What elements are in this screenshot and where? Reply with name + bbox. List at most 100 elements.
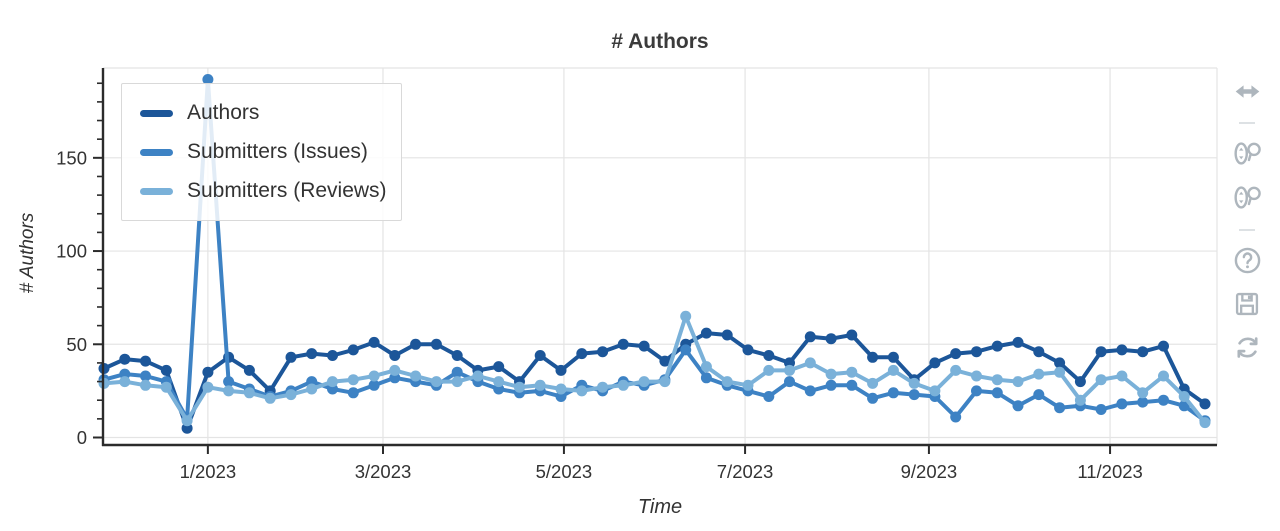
data-point[interactable]	[825, 379, 837, 391]
data-point[interactable]	[119, 376, 131, 388]
data-point[interactable]	[804, 357, 816, 369]
data-point[interactable]	[742, 379, 754, 391]
data-point[interactable]	[825, 368, 837, 380]
data-point[interactable]	[617, 379, 629, 391]
data-point[interactable]	[1158, 370, 1169, 382]
data-point[interactable]	[368, 370, 380, 382]
data-point[interactable]	[887, 351, 899, 363]
data-point[interactable]	[680, 310, 692, 322]
data-point[interactable]	[1054, 357, 1066, 369]
data-point[interactable]	[223, 376, 235, 388]
data-point[interactable]	[327, 376, 338, 388]
data-point[interactable]	[742, 344, 754, 356]
data-point[interactable]	[1033, 389, 1045, 401]
data-point[interactable]	[160, 381, 172, 393]
data-point[interactable]	[555, 364, 567, 376]
toolbar-button-help[interactable]	[1233, 246, 1262, 275]
data-point[interactable]	[1054, 402, 1066, 414]
data-point[interactable]	[202, 74, 214, 85]
data-point[interactable]	[846, 366, 858, 378]
data-point[interactable]	[1074, 394, 1086, 406]
toolbar-button-pan-horizontal[interactable]	[1234, 78, 1261, 105]
data-point[interactable]	[451, 366, 463, 378]
data-point[interactable]	[285, 389, 297, 401]
data-point[interactable]	[908, 377, 920, 389]
data-point[interactable]	[285, 351, 297, 363]
data-point[interactable]	[763, 391, 775, 402]
data-point[interactable]	[347, 387, 359, 399]
data-point[interactable]	[804, 385, 816, 397]
data-point[interactable]	[929, 385, 941, 397]
data-point[interactable]	[1033, 368, 1045, 380]
legend-item-submitters-reviews[interactable]: Submitters (Reviews)	[140, 179, 387, 203]
data-point[interactable]	[119, 353, 131, 365]
data-point[interactable]	[700, 361, 712, 373]
data-point[interactable]	[140, 370, 151, 382]
toolbar-button-refresh[interactable]	[1233, 333, 1262, 362]
data-point[interactable]	[846, 329, 858, 341]
data-point[interactable]	[763, 350, 775, 361]
data-point[interactable]	[576, 385, 588, 397]
data-point[interactable]	[1158, 394, 1169, 406]
data-point[interactable]	[202, 381, 214, 393]
data-point[interactable]	[140, 355, 151, 367]
data-point[interactable]	[991, 387, 1003, 399]
data-point[interactable]	[264, 392, 276, 404]
series-submitters-reviews[interactable]	[98, 310, 1211, 429]
data-point[interactable]	[1116, 344, 1128, 356]
data-point[interactable]	[555, 383, 567, 395]
data-point[interactable]	[347, 344, 359, 356]
data-point[interactable]	[223, 385, 235, 397]
data-point[interactable]	[368, 336, 380, 348]
data-point[interactable]	[306, 383, 318, 395]
data-point[interactable]	[472, 370, 484, 382]
data-point[interactable]	[1095, 374, 1107, 386]
data-point[interactable]	[680, 344, 692, 356]
data-point[interactable]	[867, 377, 879, 389]
data-point[interactable]	[306, 348, 318, 360]
toolbar-button-wheel-zoom-y[interactable]	[1233, 183, 1262, 212]
data-point[interactable]	[597, 346, 609, 358]
data-point[interactable]	[1116, 370, 1128, 382]
data-point[interactable]	[597, 381, 609, 393]
data-point[interactable]	[1033, 346, 1045, 358]
data-point[interactable]	[1095, 346, 1107, 358]
data-point[interactable]	[887, 387, 899, 399]
data-point[interactable]	[908, 389, 920, 401]
data-point[interactable]	[700, 327, 712, 339]
data-point[interactable]	[493, 376, 505, 388]
data-point[interactable]	[389, 364, 401, 376]
legend-item-submitters-issues[interactable]: Submitters (Issues)	[140, 140, 379, 164]
data-point[interactable]	[430, 338, 442, 350]
data-point[interactable]	[1074, 376, 1086, 388]
data-point[interactable]	[181, 415, 193, 427]
data-point[interactable]	[887, 364, 899, 376]
data-point[interactable]	[1054, 366, 1066, 378]
data-point[interactable]	[950, 411, 962, 423]
data-point[interactable]	[347, 374, 359, 386]
data-point[interactable]	[1095, 404, 1107, 415]
data-point[interactable]	[867, 351, 879, 363]
data-point[interactable]	[160, 364, 172, 376]
data-point[interactable]	[784, 364, 795, 376]
data-point[interactable]	[804, 331, 816, 343]
data-point[interactable]	[1199, 398, 1211, 410]
data-point[interactable]	[971, 385, 982, 397]
data-point[interactable]	[971, 370, 982, 382]
data-point[interactable]	[389, 350, 401, 361]
data-point[interactable]	[784, 376, 795, 388]
data-point[interactable]	[493, 361, 505, 373]
data-point[interactable]	[638, 376, 650, 388]
data-point[interactable]	[825, 333, 837, 345]
legend-item-authors[interactable]: Authors	[140, 101, 379, 125]
data-point[interactable]	[867, 392, 879, 404]
data-point[interactable]	[971, 346, 982, 358]
data-point[interactable]	[929, 357, 941, 369]
data-point[interactable]	[140, 379, 151, 391]
data-point[interactable]	[534, 350, 546, 361]
data-point[interactable]	[1137, 346, 1149, 358]
data-point[interactable]	[991, 374, 1003, 386]
data-point[interactable]	[1012, 376, 1024, 388]
data-point[interactable]	[451, 376, 463, 388]
